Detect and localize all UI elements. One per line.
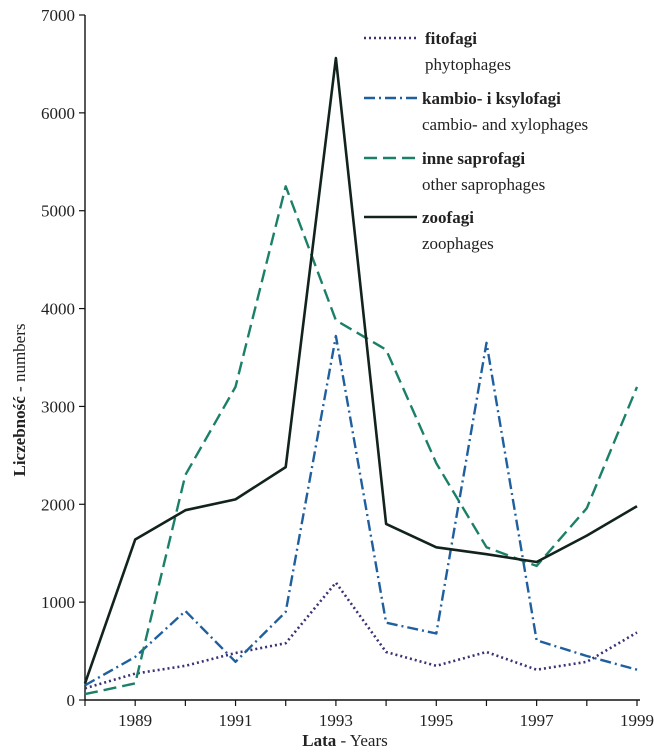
y-axis-title: Liczebność - numbers bbox=[10, 324, 29, 477]
series-line-inne-saprofagi bbox=[84, 185, 639, 696]
legend-sublabel-kambio-i-ksylofagi: cambio- and xylophages bbox=[422, 115, 588, 134]
x-tick-label-1997: 1997 bbox=[520, 711, 555, 730]
y-tick-label-4000: 4000 bbox=[41, 300, 75, 319]
x-tick-label-1991: 1991 bbox=[219, 711, 253, 730]
y-tick-label-7000: 7000 bbox=[41, 6, 75, 25]
x-tick-label-1995: 1995 bbox=[419, 711, 453, 730]
series-line-kambio-i-ksylofagi bbox=[84, 334, 638, 687]
legend-sublabel-inne-saprofagi: other saprophages bbox=[422, 175, 545, 194]
y-tick-label-2000: 2000 bbox=[41, 495, 75, 514]
legend-item-inne-saprofagi: inne saprofagi other saprophages bbox=[364, 149, 545, 194]
x-tick-label-1989: 1989 bbox=[118, 711, 152, 730]
series-lines bbox=[83, 56, 639, 696]
x-axis-title-normal: - Years bbox=[336, 731, 387, 750]
legend-sublabel-fitofagi: phytophages bbox=[425, 55, 511, 74]
legend-sublabel-zoofagi: zoophages bbox=[422, 234, 494, 253]
y-axis-title-bold: Liczebność bbox=[10, 396, 29, 477]
x-axis-ticks: 1989 1991 1993 1995 1997 1999 bbox=[84, 700, 654, 730]
x-axis-title-bold: Lata bbox=[302, 731, 337, 750]
x-tick-label-1993: 1993 bbox=[319, 711, 353, 730]
legend-label-zoofagi: zoofagi bbox=[422, 208, 474, 227]
legend-label-kambio-i-ksylofagi: kambio- i ksylofagi bbox=[422, 89, 561, 108]
series-line-zoofagi bbox=[83, 56, 638, 684]
y-tick-label-0: 0 bbox=[67, 691, 76, 710]
y-tick-label-6000: 6000 bbox=[41, 104, 75, 123]
y-tick-label-1000: 1000 bbox=[41, 593, 75, 612]
y-axis-ticks: 0 1000 2000 3000 4000 5000 6000 7000 bbox=[41, 6, 85, 710]
legend-label-fitofagi: fitofagi bbox=[425, 29, 477, 48]
series-line-fitofagi bbox=[84, 581, 638, 690]
legend-item-zoofagi: zoofagi zoophages bbox=[364, 208, 494, 253]
x-axis-title: Lata - Years bbox=[302, 731, 387, 750]
y-tick-label-3000: 3000 bbox=[41, 397, 75, 416]
legend-item-fitofagi: fitofagi phytophages bbox=[364, 29, 511, 74]
y-axis-title-normal: - numbers bbox=[10, 324, 29, 397]
legend-label-inne-saprofagi: inne saprofagi bbox=[422, 149, 525, 168]
y-tick-label-5000: 5000 bbox=[41, 202, 75, 221]
legend-item-kambio-i-ksylofagi: kambio- i ksylofagi cambio- and xylophag… bbox=[364, 89, 588, 134]
x-tick-label-1999: 1999 bbox=[620, 711, 654, 730]
legend: fitofagi phytophages kambio- i ksylofagi… bbox=[364, 29, 588, 253]
